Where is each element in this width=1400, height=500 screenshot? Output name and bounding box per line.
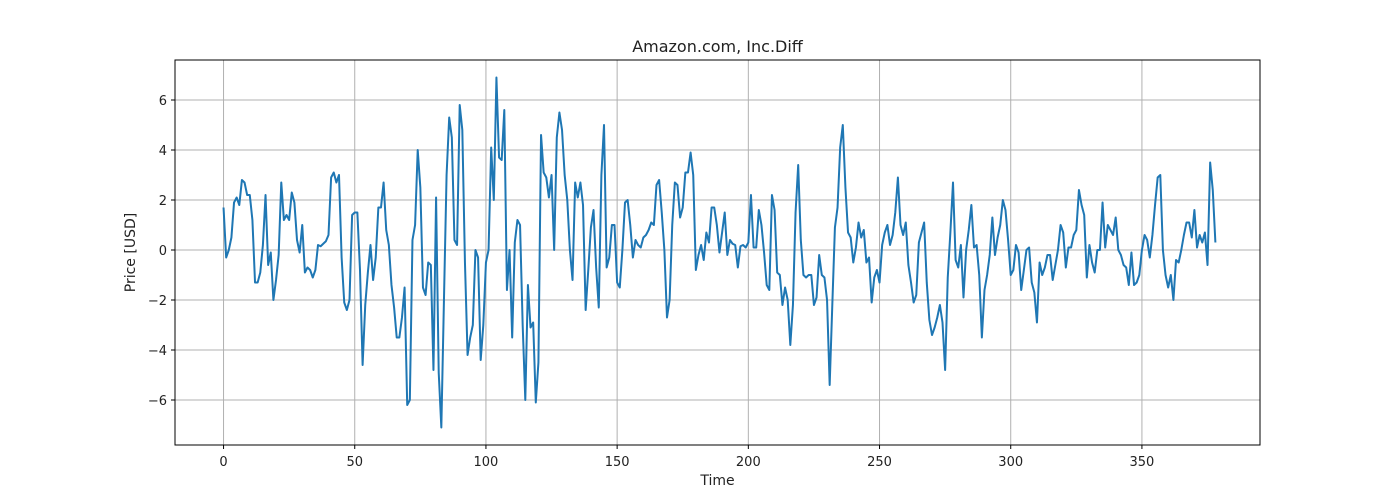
x-tick-label: 150 bbox=[605, 455, 630, 470]
x-tick-label: 100 bbox=[474, 455, 499, 470]
x-axis-label: Time bbox=[699, 473, 734, 489]
axis-ticks: 0 50 100 150 200 250 300 350 −6 −4 −2 0 2 4 6 bbox=[148, 94, 1155, 470]
x-tick-label: 200 bbox=[736, 455, 761, 470]
x-tick-label: 0 bbox=[219, 455, 227, 470]
x-tick-label: 50 bbox=[346, 455, 363, 470]
y-tick-label: −6 bbox=[148, 394, 167, 409]
x-tick-label: 250 bbox=[867, 455, 892, 470]
y-tick-label: 4 bbox=[159, 144, 167, 159]
y-tick-label: −2 bbox=[148, 294, 167, 309]
y-tick-label: 0 bbox=[159, 244, 167, 259]
y-axis-label: Price [USD] bbox=[123, 213, 139, 292]
series-line bbox=[222, 76, 1217, 429]
series-lines bbox=[222, 76, 1217, 429]
y-tick-label: 6 bbox=[159, 94, 167, 109]
y-tick-label: 2 bbox=[159, 194, 167, 209]
x-tick-label: 350 bbox=[1130, 455, 1155, 470]
y-tick-label: −4 bbox=[148, 344, 167, 359]
grid-lines bbox=[175, 60, 1260, 445]
chart-title: Amazon.com, Inc.Diff bbox=[632, 37, 804, 56]
plot-area-frame bbox=[174, 59, 1261, 446]
x-tick-label: 300 bbox=[998, 455, 1023, 470]
